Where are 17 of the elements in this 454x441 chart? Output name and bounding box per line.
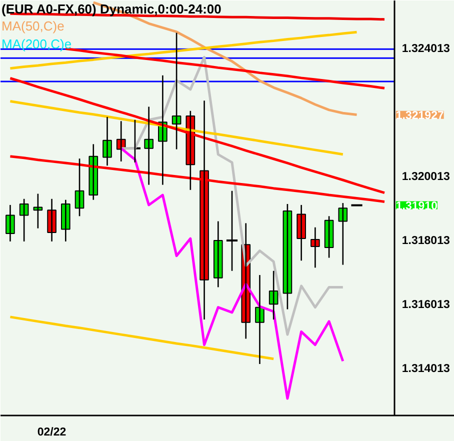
y-tick-label: 1.320013 xyxy=(402,171,450,184)
line-series xyxy=(8,100,344,156)
x-tick-label: 02/22 xyxy=(37,426,66,438)
text: MA(50,C)e xyxy=(2,18,64,34)
line-series xyxy=(8,155,386,204)
y-tick-label: 1.314013 xyxy=(402,363,450,376)
y-tick-label: 1.316013 xyxy=(402,299,450,312)
legend-label: MA(200,C)e xyxy=(2,36,72,52)
y-tick-label: 1.318013 xyxy=(402,235,450,248)
line-series xyxy=(8,77,386,194)
y-tick-label: 1.324013 xyxy=(402,43,450,56)
text: 1.31910 xyxy=(396,200,438,212)
text: 1.321927 xyxy=(396,110,444,122)
candlestick xyxy=(338,202,348,266)
candlestick xyxy=(33,193,43,229)
candlestick xyxy=(268,270,278,320)
line-series xyxy=(8,316,275,360)
